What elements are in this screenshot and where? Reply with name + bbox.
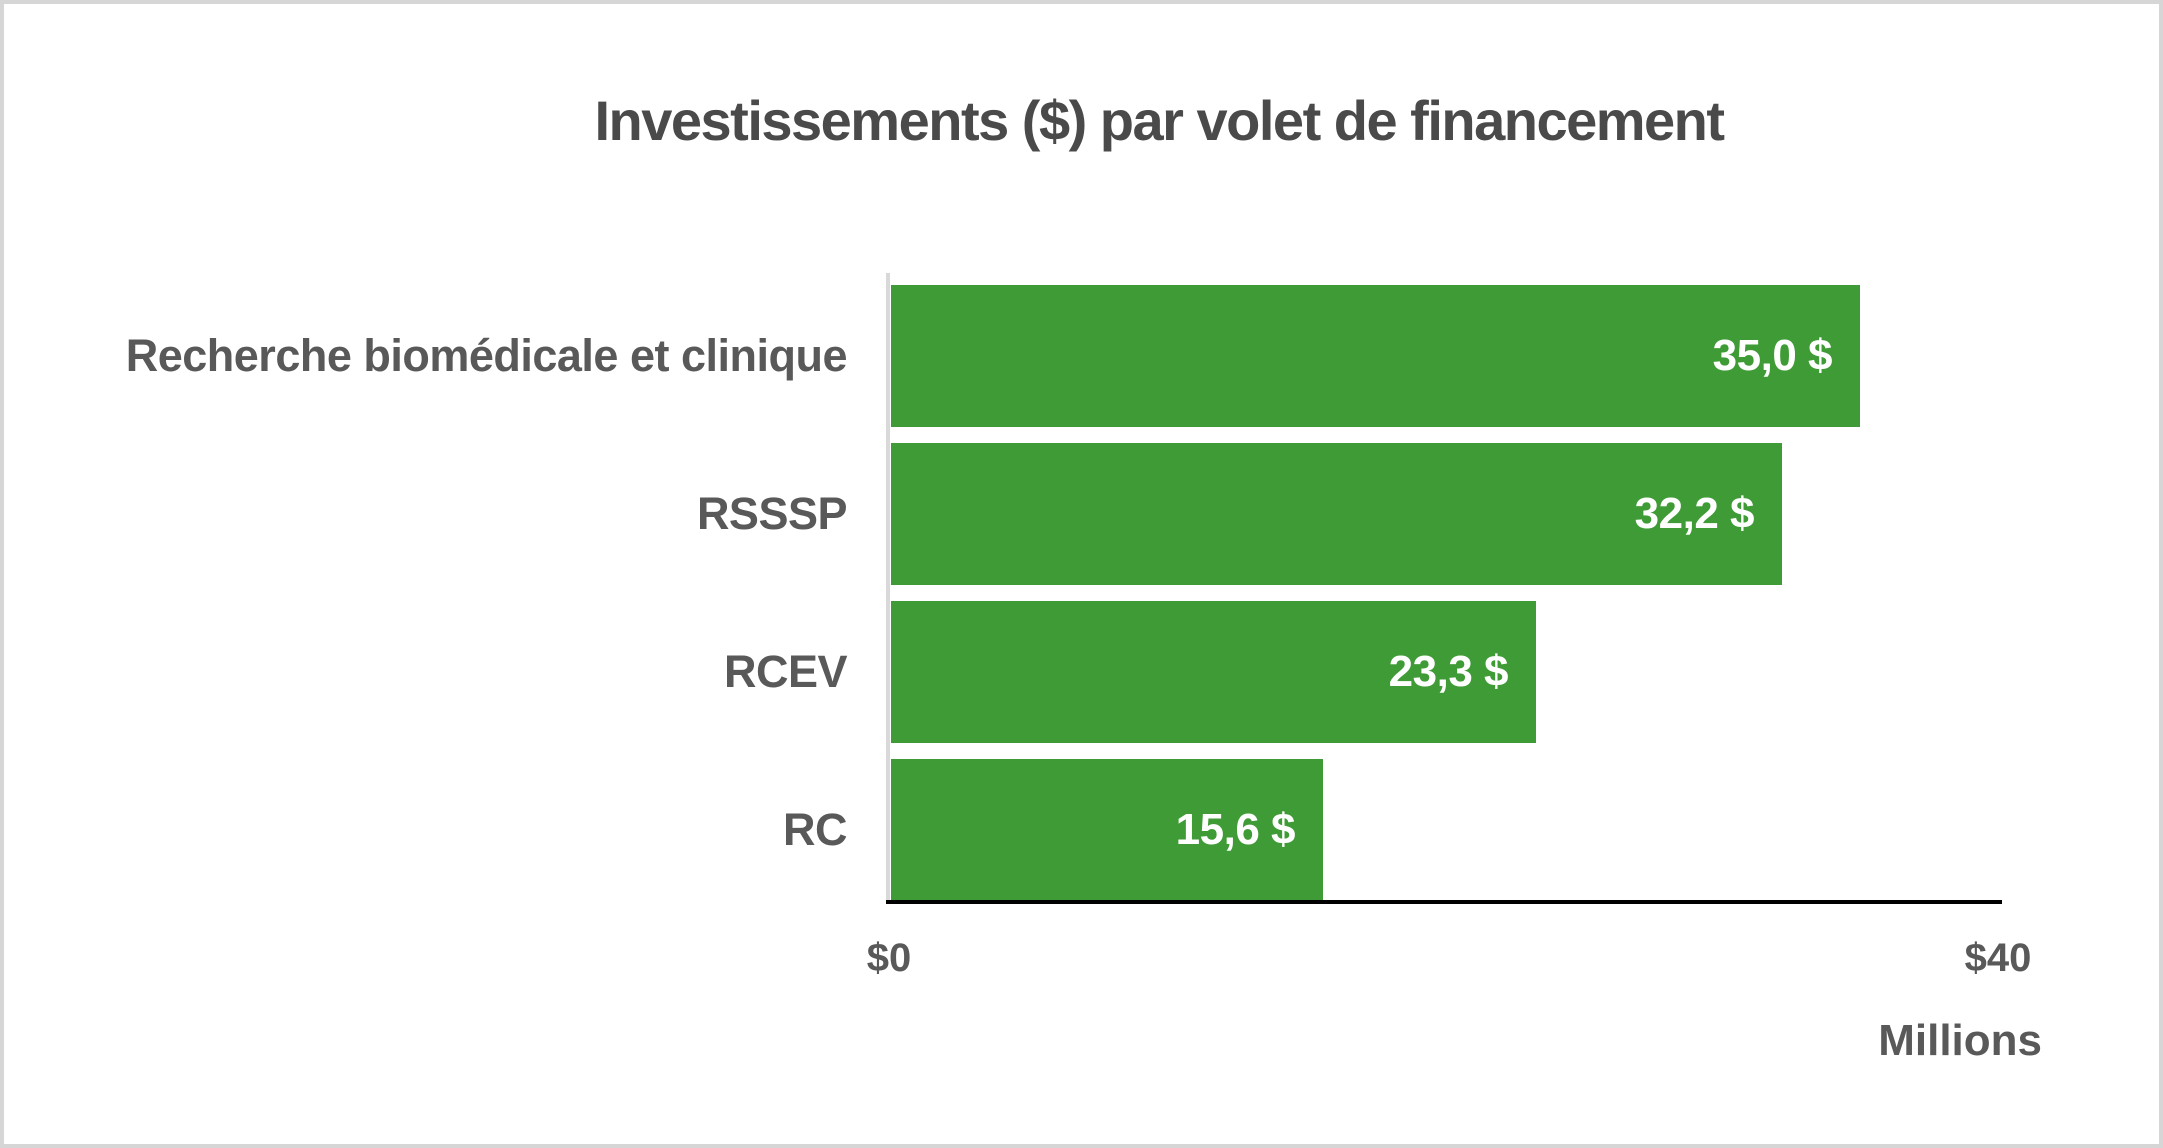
bar-row: 32,2 $ (891, 443, 1998, 585)
bar-value-label: 15,6 $ (1175, 805, 1296, 854)
bar-value-label: 23,3 $ (1388, 647, 1509, 696)
bar-row: 35,0 $ (891, 285, 1998, 427)
category-label: RCEV (723, 646, 848, 697)
bar: 35,0 $ (891, 285, 1860, 427)
category-label: RSSSP (696, 488, 848, 539)
bar: 32,2 $ (891, 443, 1782, 585)
x-axis-tick-label-max: $40 (1964, 936, 2032, 980)
bar: 23,3 $ (891, 601, 1536, 743)
bar-value-label: 32,2 $ (1634, 489, 1755, 538)
y-axis-line (886, 273, 890, 902)
bar-row: 23,3 $ (891, 601, 1998, 743)
bar: 15,6 $ (891, 759, 1323, 901)
category-label: Recherche biomédicale et clinique (125, 330, 848, 381)
bar-row: 15,6 $ (891, 759, 1998, 901)
bar-value-label: 35,0 $ (1712, 331, 1833, 380)
plot-area: 35,0 $ 32,2 $ 23,3 $ 15,6 $ (886, 273, 2002, 904)
x-axis-line (886, 900, 2002, 904)
category-label: RC (783, 804, 848, 855)
x-axis-tick-label-min: $0 (866, 936, 912, 980)
chart-title: Investissements ($) par volet de finance… (594, 89, 1725, 152)
axis-unit-label: Millions (1878, 1016, 2042, 1065)
